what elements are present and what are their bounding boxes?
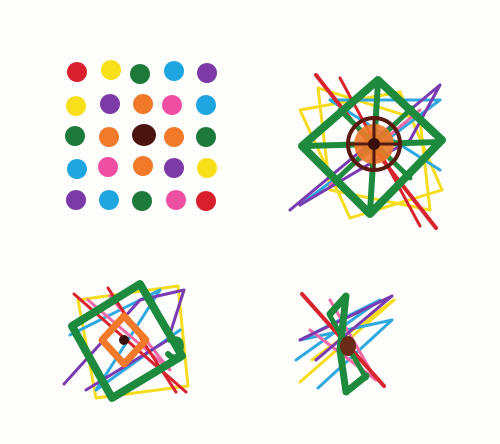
marker-dot-r4-c4 (164, 158, 184, 178)
marker-dot-r5-c3 (132, 191, 152, 211)
yellow-square-stroke (316, 86, 432, 212)
tilted-square-panel (62, 280, 190, 402)
marker-dot-r1-c3 (130, 64, 150, 84)
marker-dot-r4-c5 (197, 158, 217, 178)
marker-dot-r4-c2 (98, 157, 118, 177)
marker-dot-r5-c2 (99, 190, 119, 210)
star-diamond-panel (288, 73, 446, 230)
marker-dot-r1-c5 (197, 63, 217, 83)
green-zigzag-shape (326, 292, 370, 396)
marker-dot-r5-c5 (196, 191, 216, 211)
marker-dot-r3-c5 (196, 127, 216, 147)
green-curl-stroke (165, 336, 184, 361)
marker-dot-r2-c4 (162, 95, 182, 115)
scribble-lines-panel (294, 292, 396, 396)
marker-dot-r1-c1 (67, 62, 87, 82)
brown-center-blob (340, 336, 356, 356)
marker-dot-r4-c1 (67, 159, 87, 179)
marker-dot-r3-c4 (164, 127, 184, 147)
orange-inner-diamond (98, 312, 150, 368)
marker-dot-r2-c5 (196, 95, 216, 115)
marker-dot-r2-c1 (66, 96, 86, 116)
marker-dot-r3-c3 (132, 124, 156, 146)
brown-center-dot (368, 138, 380, 150)
marker-dot-r1-c2 (101, 60, 121, 80)
marker-dot-r2-c3 (133, 94, 153, 114)
marker-dot-r3-c1 (65, 126, 85, 146)
marker-dot-r1-c4 (164, 61, 184, 81)
marker-dot-r3-c2 (99, 127, 119, 147)
green-square-shape (68, 280, 186, 402)
marker-dot-r4-c3 (133, 156, 153, 176)
marker-dot-r5-c1 (66, 190, 86, 210)
brown-center-dot-small (119, 335, 129, 345)
marker-dot-r2-c2 (100, 94, 120, 114)
marker-dot-r5-c4 (166, 190, 186, 210)
dot-grid-panel (65, 60, 217, 211)
